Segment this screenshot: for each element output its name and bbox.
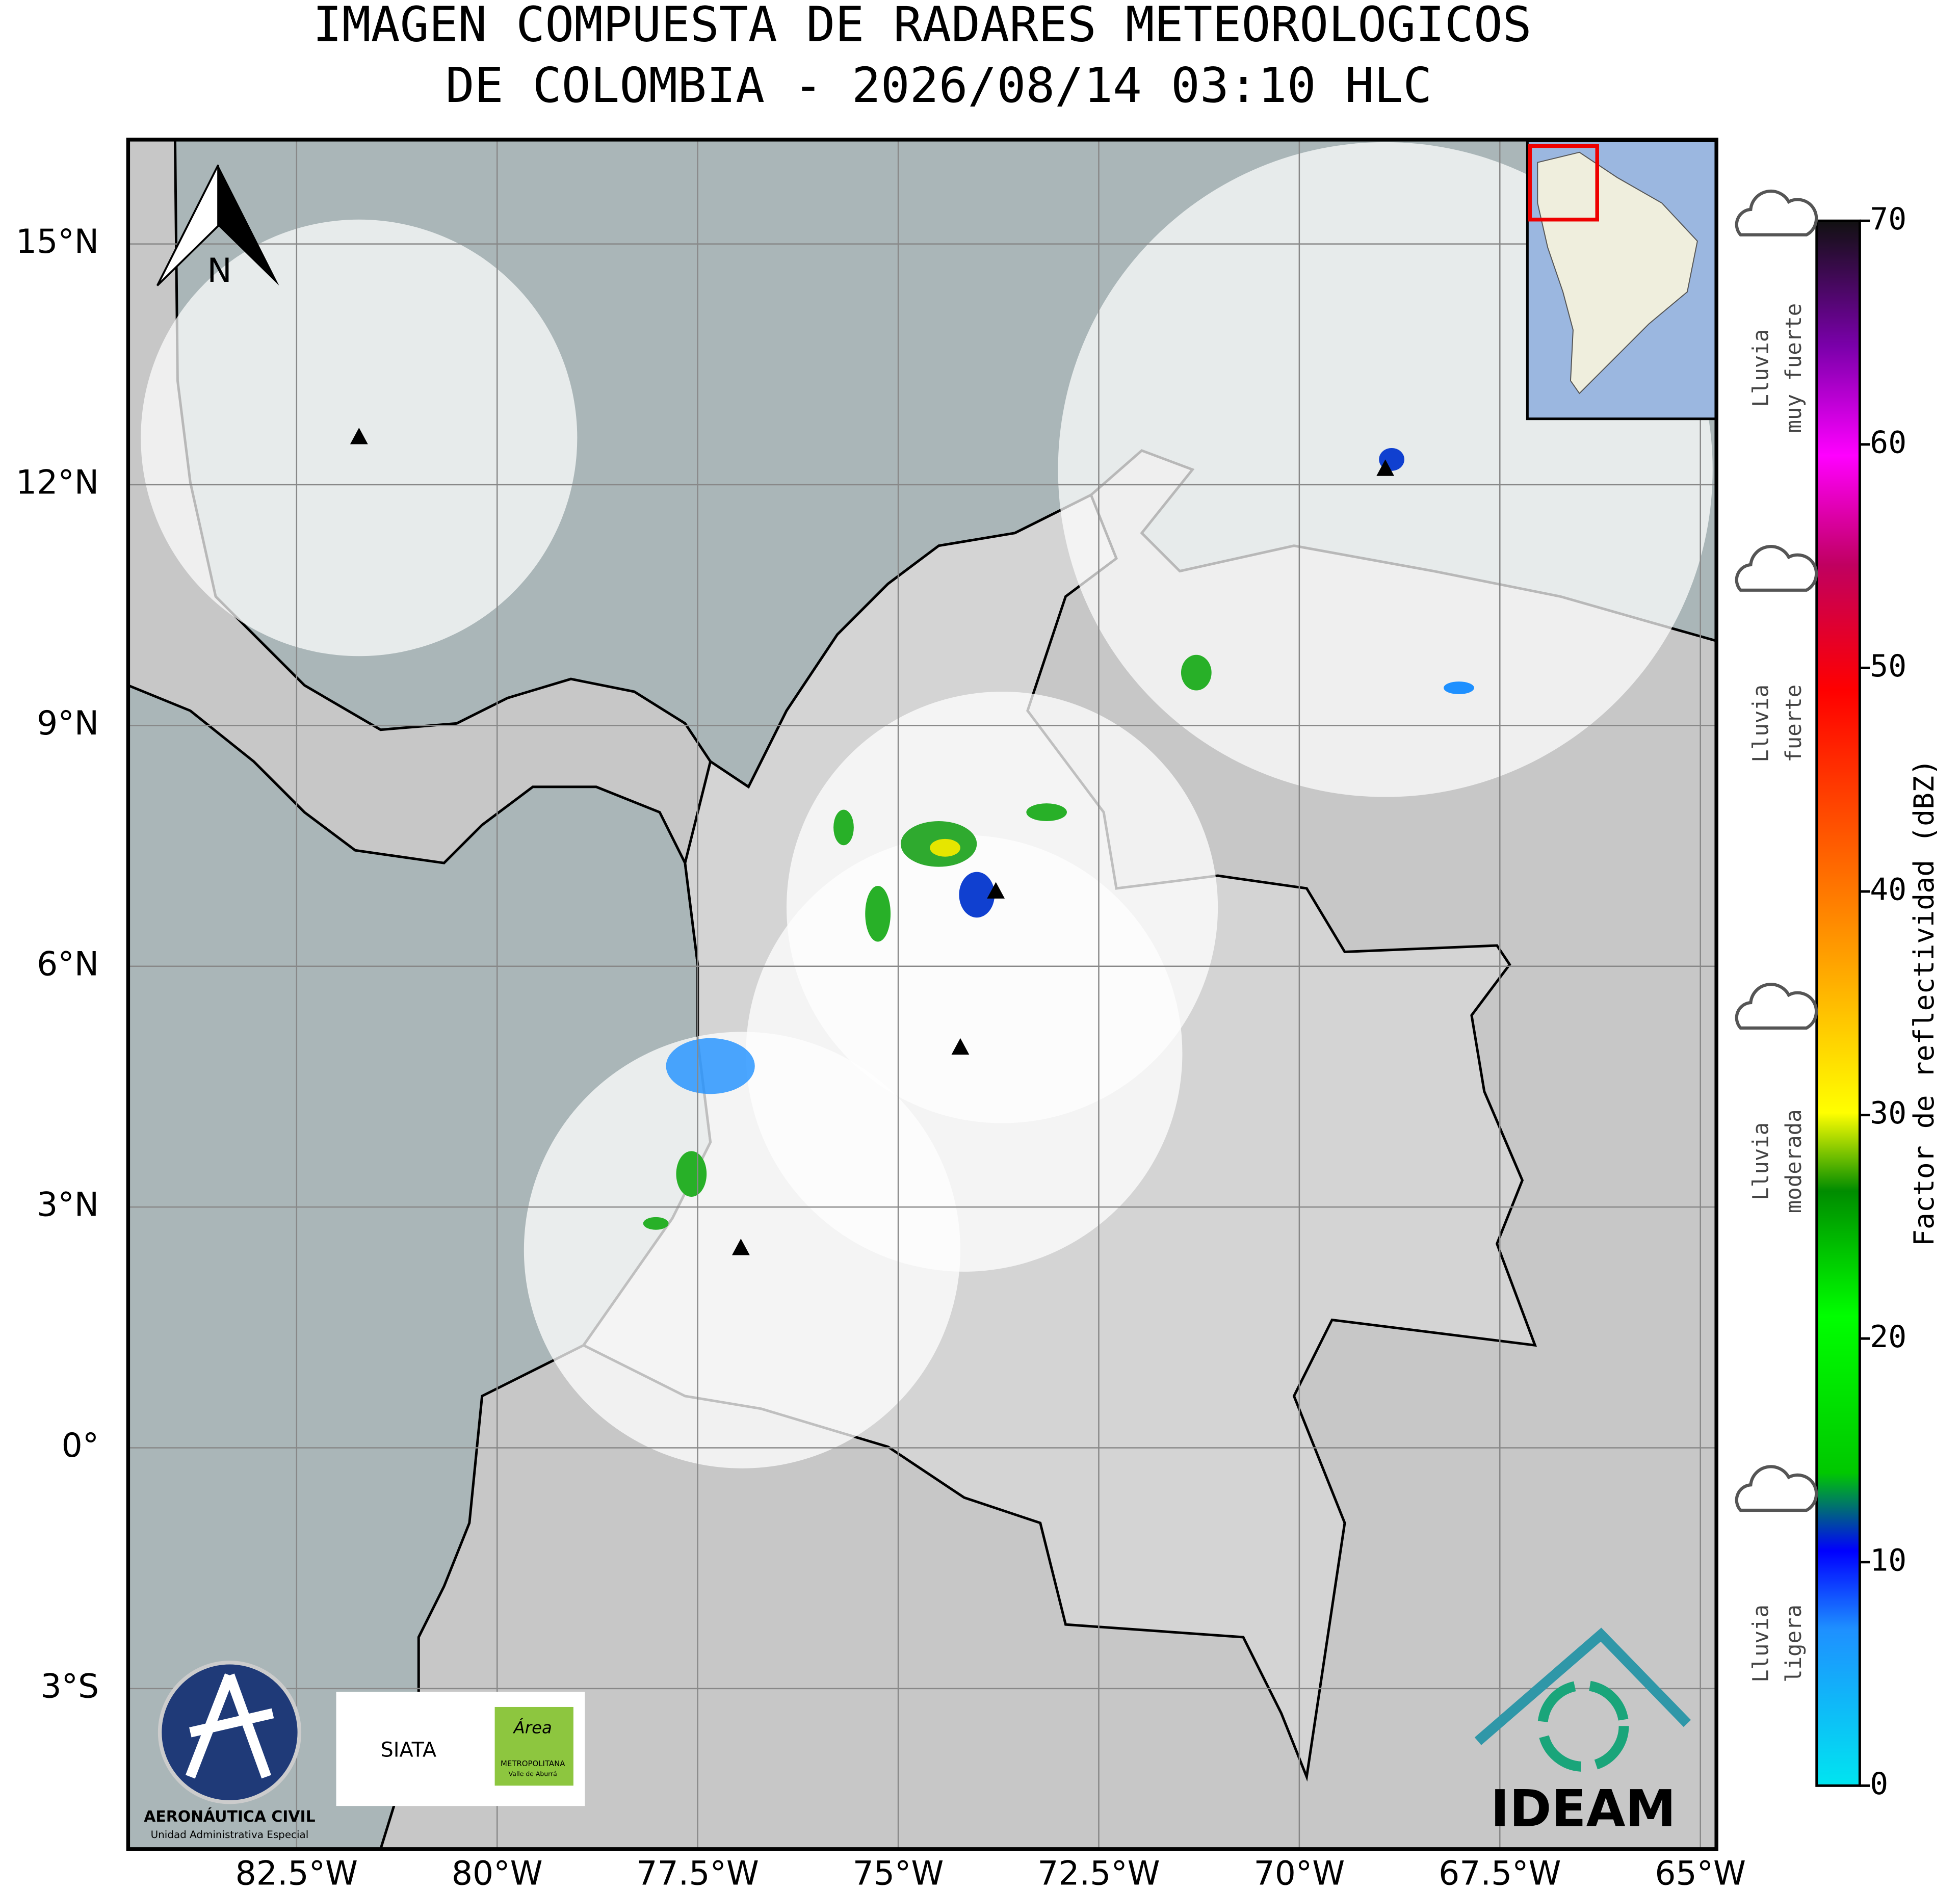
colorbar-tick-label: 30 [1870, 1096, 1906, 1131]
map-frame [126, 138, 1718, 1851]
x-tick-label: 75°W [853, 1855, 944, 1891]
logo-text: Área [513, 1718, 552, 1737]
cloud-icon [1735, 983, 1818, 1030]
rain-category: Lluvia [1748, 329, 1773, 407]
x-tick-label: 77.5°W [636, 1855, 759, 1891]
colorbar-tick-label: 50 [1870, 649, 1906, 684]
rain-category: moderada [1781, 1109, 1806, 1213]
cloud-icon [1735, 189, 1818, 237]
colorbar [1815, 219, 1861, 1787]
logo-text: Valle de Aburrá [509, 1770, 557, 1777]
colorbar-tick-label: 0 [1870, 1767, 1888, 1802]
cloud-icon [1735, 545, 1818, 592]
cloud-icon [1735, 1465, 1818, 1512]
x-tick-label: 67.5°W [1439, 1855, 1561, 1891]
x-tick-label: 80°W [452, 1855, 543, 1891]
radar-echoes [643, 448, 1474, 1230]
colorbar-tick-label: 10 [1870, 1543, 1906, 1578]
logo-text: METROPOLITANA [501, 1759, 565, 1768]
rain-category: fuerte [1781, 685, 1806, 763]
y-tick-label: 9°N [37, 704, 99, 743]
map-body: N [128, 139, 1717, 1849]
y-tick-label: 0° [62, 1427, 99, 1465]
rain-categories: Lluvia muy fuerte Lluvia fuerte Lluvia modera… [1735, 189, 1818, 1683]
colorbar-tick-label: 70 [1870, 202, 1906, 237]
y-tick-label: 3°S [41, 1667, 99, 1705]
x-tick-label: 65°W [1655, 1855, 1746, 1891]
north-label: N [207, 252, 231, 290]
y-tick-label: 6°N [37, 945, 99, 983]
title-line: DE COLOMBIA - 2026/08/14 03:10 HLC [446, 58, 1432, 114]
radar-sites [350, 428, 1395, 1255]
y-tick-label: 12°N [16, 464, 99, 502]
inset-map [1526, 139, 1717, 421]
colorbar-tick-label: 40 [1870, 873, 1906, 908]
logo-text: AERONÁUTICA CIVIL [144, 1807, 315, 1826]
rain-category: muy fuerte [1781, 303, 1806, 433]
graticule [128, 139, 1717, 1849]
rain-category: ligera [1781, 1605, 1806, 1683]
title-line: IMAGEN COMPUESTA DE RADARES METEOROLOGIC… [313, 0, 1532, 53]
rain-category: Lluvia [1748, 685, 1773, 763]
x-tick-label: 82.5°W [236, 1855, 358, 1891]
colorbar-label: Factor de reflectividad (dBZ) [1907, 759, 1940, 1246]
logos: AERONÁUTICA CIVIL Unidad Administrativa … [144, 1627, 1691, 1841]
logo-text: SIATA [381, 1739, 437, 1762]
colorbar-tick-label: 20 [1870, 1320, 1906, 1355]
logo-text: Unidad Administrativa Especial [151, 1829, 309, 1841]
logo-text: IDEAM [1491, 1780, 1676, 1839]
rain-category: Lluvia [1748, 1605, 1773, 1683]
rain-category: Lluvia [1748, 1122, 1773, 1200]
x-tick-label: 72.5°W [1037, 1855, 1160, 1891]
y-tick-label: 3°N [37, 1186, 99, 1224]
y-tick-label: 15°N [16, 223, 99, 261]
colorbar-tick-label: 60 [1870, 425, 1906, 460]
x-tick-label: 70°W [1254, 1855, 1345, 1891]
